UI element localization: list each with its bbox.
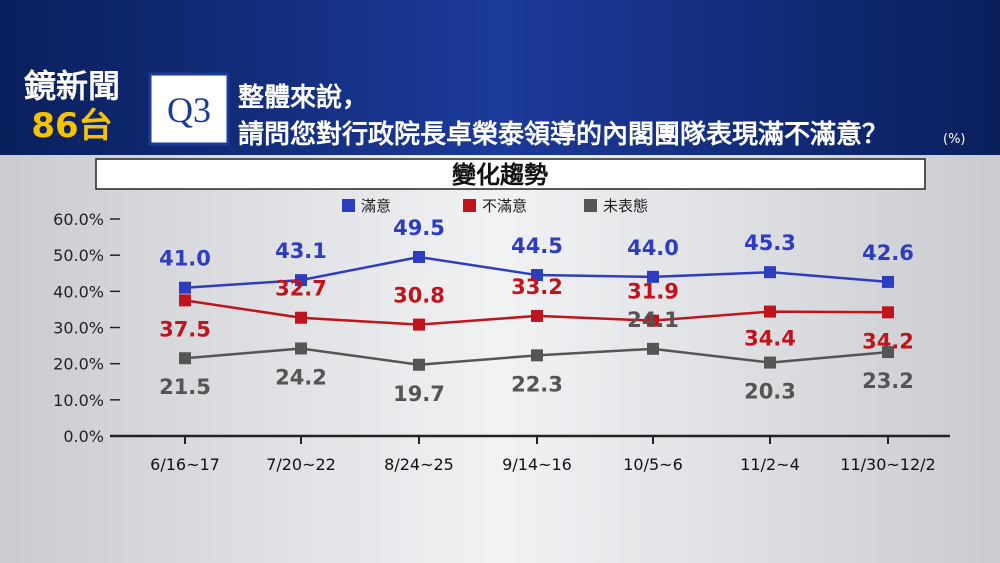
y-tick-label: 30.0%: [53, 319, 104, 338]
question-badge: [148, 72, 230, 146]
data-point: [531, 349, 543, 362]
x-tick-label: 9/14~16: [502, 455, 572, 474]
legend-label: 不滿意: [482, 197, 527, 215]
logo-channel: 86台: [31, 106, 112, 146]
legend-label: 滿意: [361, 197, 391, 215]
logo: 鏡新聞: [24, 67, 120, 105]
data-point: [295, 274, 307, 287]
data-label: 31.9: [627, 280, 679, 304]
data-point: [647, 314, 659, 327]
plot: 0.0% 10.0% 20.0% 30.0% 40.0% 50.0% 60.0% 6/16~1…: [53, 197, 950, 474]
y-tick-label: 0.0%: [63, 427, 104, 446]
legend-swatch: [584, 199, 597, 212]
x-tick-label: 8/24~25: [384, 455, 454, 474]
data-label: 30.8: [393, 284, 445, 308]
data-point: [413, 358, 425, 371]
data-label: 23.2: [862, 369, 914, 393]
data-point: [413, 318, 425, 331]
data-point: [413, 250, 425, 263]
data-label: 24.1: [627, 308, 679, 332]
data-point: [764, 266, 776, 279]
data-label: 43.1: [275, 239, 327, 263]
data-point: [764, 305, 776, 318]
question-text: 整體來說，: [238, 82, 368, 113]
question-text: 請問您對行政院長卓榮泰領導的內閣團隊表現滿不滿意？: [238, 119, 888, 150]
data-label: 22.3: [511, 372, 563, 396]
data-label: 24.2: [275, 365, 327, 389]
data-label: 34.4: [744, 327, 796, 351]
y-tick-label: 40.0%: [53, 282, 104, 301]
chart-title: 變化趨勢: [452, 161, 548, 189]
data-point: [179, 352, 191, 365]
data-label: 21.5: [159, 375, 211, 399]
legend-swatch: [342, 199, 355, 212]
x-tick-label: 10/5~6: [623, 455, 683, 474]
data-point: [647, 342, 659, 355]
y-tick-label: 10.0%: [53, 391, 104, 410]
data-label: 42.6: [862, 241, 914, 265]
y-tick-label: 50.0%: [53, 246, 104, 265]
data-point: [882, 346, 894, 359]
data-point: [531, 309, 543, 322]
data-point: [647, 270, 659, 283]
data-label: 49.5: [393, 216, 445, 240]
data-point: [531, 269, 543, 282]
data-point: [882, 306, 894, 319]
data-label: 45.3: [744, 231, 796, 255]
x-tick-label: 7/20~22: [266, 455, 336, 474]
data-point: [882, 275, 894, 288]
subtitle-box: [95, 158, 926, 190]
data-label: 44.5: [511, 234, 563, 258]
y-tick-label: 60.0%: [53, 210, 104, 229]
x-tick-label: 6/16~17: [150, 455, 220, 474]
legend-label: 未表態: [603, 197, 648, 215]
data-point: [179, 281, 191, 294]
data-point: [764, 356, 776, 369]
unit: (%): [943, 132, 966, 147]
y-tick-label: 20.0%: [53, 355, 104, 374]
data-label: 37.5: [159, 317, 211, 341]
data-label: 19.7: [393, 382, 445, 406]
x-tick-label: 11/30~12/2: [840, 455, 935, 474]
data-label: 20.3: [744, 380, 796, 404]
data-label: 33.2: [511, 275, 563, 299]
x-tick-label: 11/2~4: [740, 455, 800, 474]
question-number: Q3: [167, 90, 211, 130]
data-label: 41.0: [159, 247, 211, 271]
data-point: [295, 311, 307, 324]
legend-swatch: [463, 199, 476, 212]
data-point: [179, 294, 191, 307]
data-label: 32.7: [275, 277, 327, 301]
data-point: [295, 342, 307, 355]
data-label: 44.0: [627, 236, 679, 260]
